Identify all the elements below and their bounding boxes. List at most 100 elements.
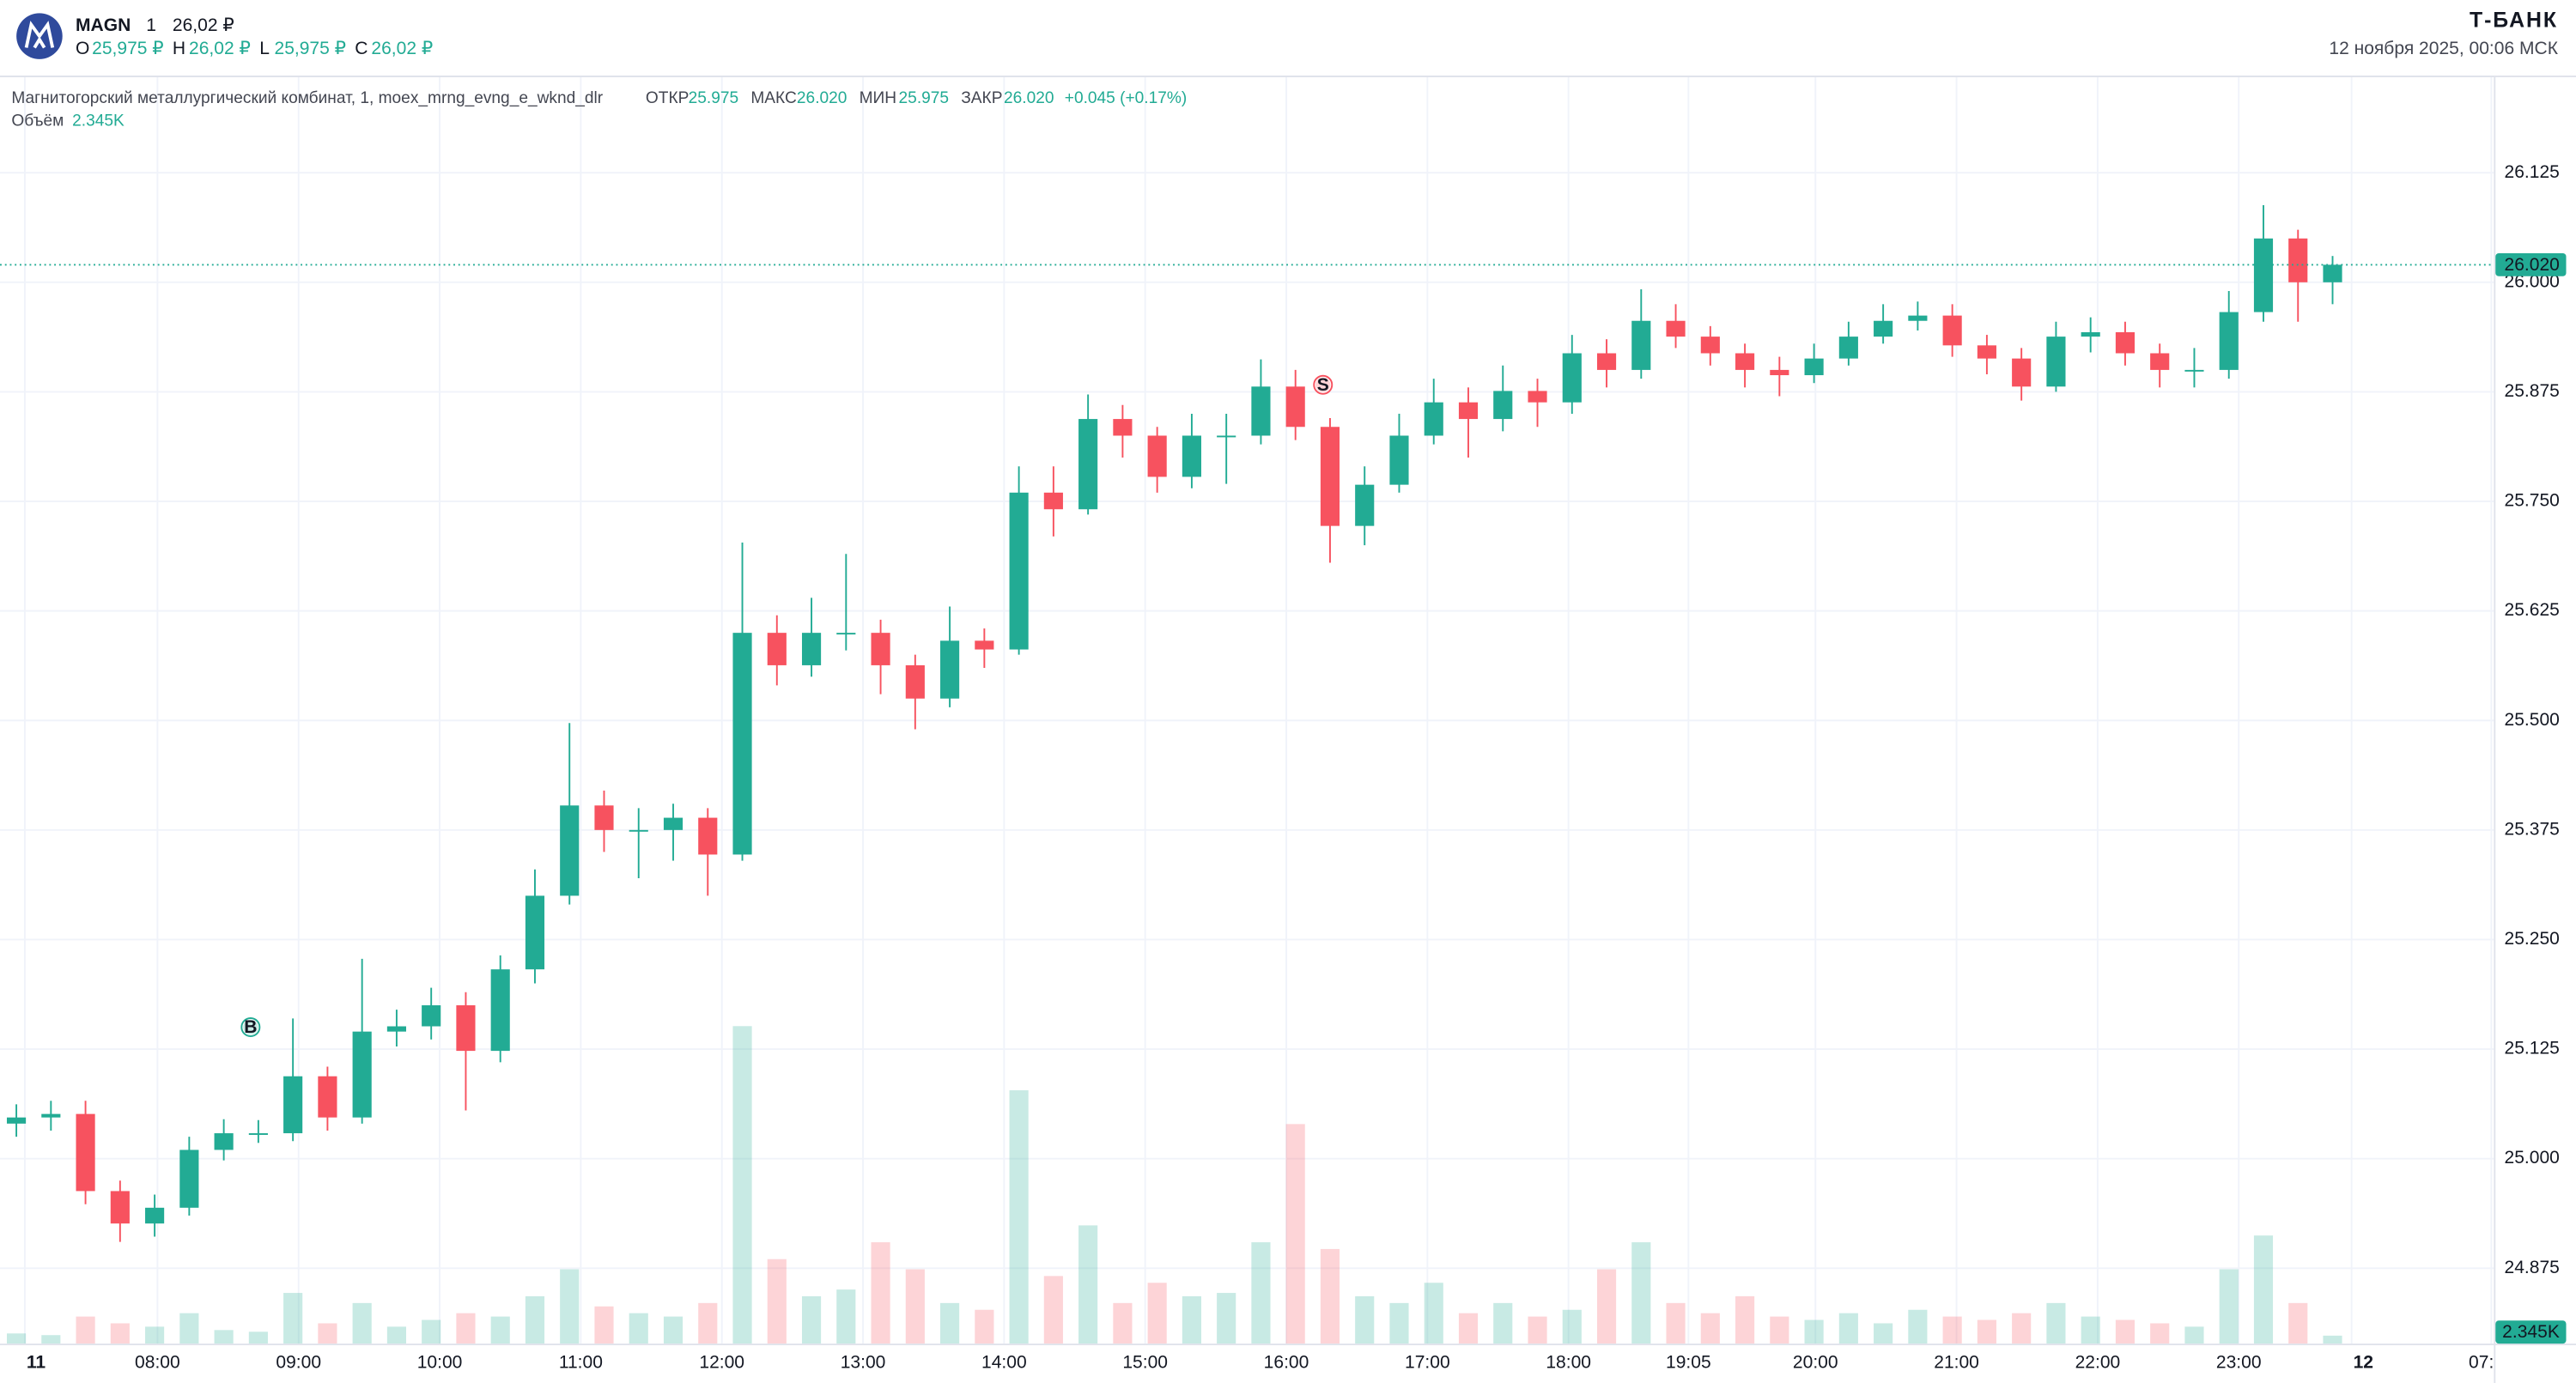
trade-marker	[1313, 374, 1334, 395]
volume-bar	[698, 1302, 718, 1344]
candle-layer	[6, 204, 2342, 1242]
ohlc-value: 26,02 ₽	[371, 39, 433, 58]
candle-body	[2046, 337, 2066, 387]
x-labels: 11 08:00 09:00 10:00 11:00 12:00 13:00 14:00 15:…	[27, 1353, 2494, 1373]
y-tick-label: 25.625	[2505, 600, 2560, 620]
candle-body	[905, 664, 925, 699]
price-axis-panel	[2494, 76, 2576, 1383]
volume-bar	[1493, 1302, 1513, 1344]
volume-bar	[940, 1302, 960, 1344]
volume-bar	[1562, 1309, 1582, 1344]
brand: Т-БАНК	[2470, 8, 2558, 32]
x-tick-label: 12:00	[699, 1353, 744, 1373]
trade-marker-fill	[243, 1019, 258, 1035]
candle-body	[248, 1133, 268, 1135]
ohlc-key: L	[259, 39, 270, 58]
last-volume-box	[2495, 1320, 2567, 1344]
candle-body	[352, 1031, 372, 1118]
ohlc-key: H	[173, 39, 185, 58]
candle-body	[283, 1076, 303, 1134]
y-tick-label: 25.500	[2505, 710, 2560, 730]
volume-bar	[2253, 1235, 2274, 1344]
candle-body	[1147, 435, 1167, 477]
candle-body	[1804, 358, 1824, 376]
ohlc-value: 25,975 ₽	[275, 39, 347, 58]
volume-bar	[422, 1319, 441, 1344]
volume-bar	[1458, 1313, 1479, 1344]
volume-layer	[6, 1026, 2342, 1344]
volume-bar	[975, 1309, 994, 1344]
grid	[0, 76, 2494, 1344]
volume-bar	[110, 1323, 130, 1344]
volume-bar	[525, 1295, 545, 1344]
candle-body	[698, 817, 718, 855]
volume-bar	[1735, 1295, 1755, 1344]
volume-bar	[352, 1302, 372, 1344]
volume-bar	[248, 1331, 268, 1344]
candle-body	[940, 640, 960, 699]
candle-body	[1770, 369, 1789, 376]
x-tick-label: 14:00	[981, 1353, 1027, 1373]
candle-body	[1908, 315, 1928, 321]
y-tick-label: 24.875	[2505, 1258, 2560, 1277]
legend-change: +0.045 (+0.17%)	[1065, 89, 1187, 107]
volume-bar	[1355, 1295, 1375, 1344]
header-bar	[0, 0, 2576, 76]
candle-body	[386, 1026, 406, 1032]
volume-bar	[1596, 1269, 1617, 1344]
candle-body	[2323, 264, 2342, 282]
volume-bar	[629, 1313, 648, 1344]
last-price-label: 26.020	[2505, 255, 2560, 275]
y-tick-label: 25.125	[2505, 1039, 2560, 1058]
candle-body	[975, 640, 994, 650]
volume-bar	[767, 1259, 787, 1344]
y-tick-label: 25.250	[2505, 929, 2560, 949]
candle-body	[2012, 358, 2032, 387]
volume-bar	[41, 1335, 61, 1344]
legend-key: МАКС	[750, 89, 797, 107]
candle-body	[1977, 345, 1996, 359]
ohlc-value: 25,975 ₽	[92, 39, 164, 58]
candle-body	[629, 829, 648, 832]
legend-value: 25.975	[899, 89, 950, 107]
last-volume-label: 2.345K	[2502, 1322, 2560, 1342]
candle-body	[836, 633, 856, 635]
volume-bar	[145, 1326, 165, 1344]
volume-bar	[490, 1316, 510, 1344]
volume-bar	[560, 1269, 580, 1344]
candle-body	[2219, 312, 2239, 370]
legend-key: МИН	[860, 89, 896, 107]
volume-bar	[1043, 1276, 1063, 1344]
ohlc-key: O	[76, 39, 89, 58]
candle-body	[490, 969, 510, 1052]
x-tick-label: 18:00	[1546, 1353, 1591, 1373]
volume-bar	[1874, 1323, 1893, 1344]
last-price-box	[2495, 253, 2567, 276]
candle-body	[871, 633, 890, 665]
volume-bar	[2012, 1313, 2032, 1344]
volume-bar	[1182, 1295, 1201, 1344]
candle-body	[2150, 353, 2170, 370]
candle-body	[525, 895, 545, 970]
volume-bar	[2288, 1302, 2308, 1344]
x-tick-label: 17:00	[1405, 1353, 1450, 1373]
candle-body	[1355, 484, 1375, 526]
volume-bar	[732, 1026, 752, 1344]
x-tick-label: 15:00	[1122, 1353, 1168, 1373]
volume-bar	[2115, 1319, 2136, 1344]
volume-bar	[1770, 1316, 1789, 1344]
volume-bar	[1078, 1225, 1098, 1344]
volume-bar	[318, 1323, 337, 1344]
candle-body	[1735, 353, 1755, 370]
volume-bar	[1009, 1090, 1029, 1344]
x-tick-label: 11:00	[559, 1353, 603, 1373]
x-tick-label: 22:00	[2075, 1353, 2121, 1373]
volume-bar	[1666, 1302, 1686, 1344]
volume-bar	[2323, 1335, 2342, 1344]
header-price: 26,02 ₽	[173, 15, 234, 35]
volume-bar	[2150, 1323, 2170, 1344]
candle-body	[145, 1207, 165, 1224]
legend-key: ЗАКР	[961, 89, 1002, 107]
